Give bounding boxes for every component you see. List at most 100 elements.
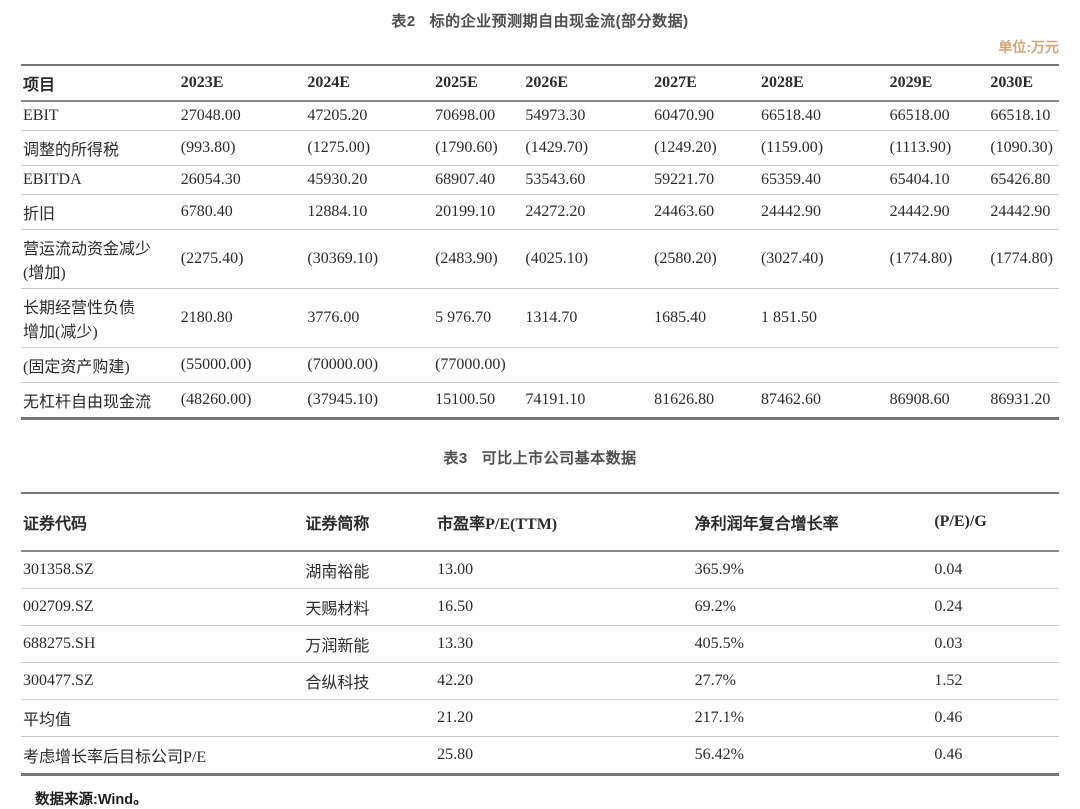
value-cell: 24463.60 [652, 194, 759, 230]
value-cell: 1314.70 [523, 288, 653, 348]
value-cell: (70000.00) [305, 347, 434, 383]
table-row: 营运流动资金减少 (增加) (2275.40) (30369.10) (2483.90… [21, 229, 1059, 289]
value-cell: (1790.60) [433, 130, 524, 166]
value-cell: (2275.40) [178, 229, 306, 289]
value-cell: 42.20 [435, 662, 693, 700]
column-header: 2028E [758, 65, 888, 102]
column-header: 2027E [652, 65, 759, 102]
table-row: EBIT 27048.00 47205.20 70698.00 54973.30 6047… [21, 101, 1059, 131]
value-cell: (55000.00) [178, 347, 306, 383]
column-header: 证券简称 [303, 493, 436, 552]
table3-title-text: 可比上市公司基本数据 [481, 450, 637, 467]
unit-label: 单位:万元 [998, 39, 1059, 55]
value-cell: 5 976.70 [433, 288, 524, 348]
value-cell: (1429.70) [523, 130, 653, 166]
value-cell: (1113.90) [887, 130, 989, 166]
column-header: 证券代码 [21, 493, 304, 552]
value-cell: 24272.20 [523, 194, 653, 230]
value-cell: 0.24 [932, 588, 1059, 626]
row-label-cell: 002709.SZ [21, 588, 304, 626]
value-cell: (1275.00) [305, 130, 434, 166]
value-cell: 26054.30 [178, 165, 306, 195]
value-cell [887, 347, 989, 383]
value-cell: 66518.40 [760, 107, 821, 124]
value-cell: 1.52 [932, 662, 1059, 700]
value-cell: 20199.10 [433, 194, 524, 230]
value-cell: 86908.60 [887, 382, 989, 419]
value-cell: (2483.90) [433, 229, 524, 289]
value-cell: 21.20 [435, 699, 693, 737]
value-cell: 万润新能 [303, 625, 436, 663]
column-header: (P/E)/G [932, 493, 1059, 552]
value-cell: 6780.40 [178, 194, 306, 230]
value-cell: 27.7% [692, 662, 933, 700]
fcf-forecast-table: 项目 2023E 2024E 2025E 2026E 2027E 2028E 2029E 203… [21, 64, 1059, 420]
table-row: 折旧 6780.40 12884.10 20199.10 24272.20 24463.6… [21, 194, 1059, 230]
value-cell: 365.9% [694, 561, 744, 578]
column-header: 2029E [887, 65, 989, 102]
value-cell: 湖南裕能 [305, 564, 370, 581]
table-row: 301358.SZ 湖南裕能 13.00 365.9% 0.04 [21, 551, 1059, 589]
value-cell: (37945.10) [305, 382, 434, 419]
value-cell: 217.1% [692, 699, 933, 737]
value-cell [758, 347, 888, 383]
row-label-cell: 无杠杆自由现金流 [21, 382, 179, 419]
value-cell: (4025.10) [523, 229, 653, 289]
row-label-cell: 688275.SH [21, 625, 304, 663]
value-cell: 16.50 [435, 588, 693, 626]
value-cell: 54973.30 [525, 107, 586, 124]
table-header-row: 证券代码 证券简称 市盈率P/E(TTM) 净利润年复合增长率 (P/E)/G [21, 493, 1059, 552]
value-cell: (1774.80) [988, 229, 1059, 289]
table-row: 考虑增长率后目标公司P/E 25.80 56.42% 0.46 [21, 736, 1059, 775]
row-label-cell: 调整的所得税 [21, 130, 179, 166]
value-cell: 53543.60 [523, 165, 653, 195]
value-cell: 2180.80 [178, 288, 306, 348]
column-header: 2030E [988, 65, 1059, 102]
value-cell: 0.03 [932, 625, 1059, 663]
value-cell: 60470.90 [654, 107, 715, 124]
value-cell: 1 851.50 [758, 288, 888, 348]
value-cell: 天赐材料 [303, 588, 436, 626]
value-cell: 65359.40 [758, 165, 888, 195]
value-cell [988, 347, 1059, 383]
value-cell: 56.42% [692, 736, 933, 775]
value-cell: 66518.10 [990, 107, 1051, 124]
row-label-cell: 折旧 [21, 194, 179, 230]
value-cell: 15100.50 [433, 382, 524, 419]
row-label-cell: 营运流动资金减少 (增加) [21, 229, 179, 289]
value-cell: (2580.20) [652, 229, 759, 289]
value-cell: 13.00 [437, 561, 474, 578]
column-header: 2024E [305, 65, 434, 102]
comparables-table: 证券代码 证券简称 市盈率P/E(TTM) 净利润年复合增长率 (P/E)/G 3013… [21, 492, 1059, 776]
value-cell [988, 288, 1059, 348]
table-row: EBITDA 26054.30 45930.20 68907.40 53543.60 59… [21, 165, 1059, 195]
value-cell: 12884.10 [305, 194, 434, 230]
row-label-cell: 平均值 [21, 699, 304, 737]
row-label-cell: 301358.SZ [23, 561, 94, 578]
value-cell: 69.2% [692, 588, 933, 626]
table-row: 688275.SH 万润新能 13.30 405.5% 0.03 [21, 625, 1059, 663]
row-label-cell: 考虑增长率后目标公司P/E [21, 736, 304, 775]
value-cell: 24442.90 [758, 194, 888, 230]
column-header: 市盈率P/E(TTM) [435, 493, 693, 552]
value-cell: 59221.70 [652, 165, 759, 195]
value-cell [887, 288, 989, 348]
value-cell: 24442.90 [887, 194, 989, 230]
table2-title-prefix: 表2 [391, 13, 416, 30]
table3-title: 表3 可比上市公司基本数据 [21, 447, 1059, 468]
value-cell: 81626.80 [652, 382, 759, 419]
value-cell: 65404.10 [887, 165, 989, 195]
table-row: 长期经营性负债 增加(减少) 2180.80 3776.00 5 976.70 1314… [21, 288, 1059, 348]
value-cell: 86931.20 [988, 382, 1059, 419]
column-header: 2023E [178, 65, 306, 102]
value-cell: (1774.80) [887, 229, 989, 289]
row-label-cell: (固定资产购建) [21, 347, 179, 383]
value-cell: 0.04 [934, 561, 963, 578]
value-cell: 74191.10 [523, 382, 653, 419]
value-cell: 66518.00 [889, 107, 950, 124]
row-label-cell: EBIT [23, 107, 59, 124]
value-cell: (1249.20) [652, 130, 759, 166]
table-row: 002709.SZ 天赐材料 16.50 69.2% 0.24 [21, 588, 1059, 626]
value-cell: 3776.00 [305, 288, 434, 348]
